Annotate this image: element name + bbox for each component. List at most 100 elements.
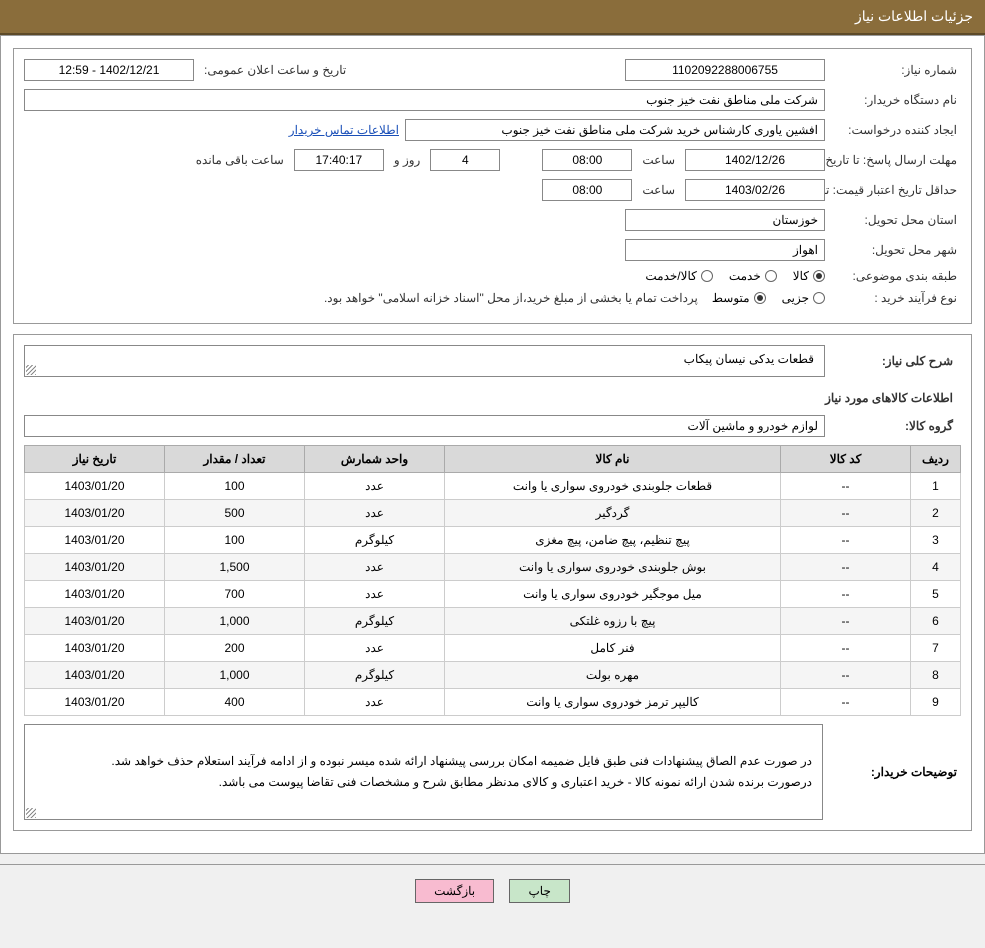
table-cell: قطعات جلوبندی خودروی سواری یا وانت [445,473,781,500]
table-cell: 3 [911,527,961,554]
contact-link[interactable]: اطلاعات تماس خریدار [289,123,399,137]
table-row: 4--بوش جلوبندی خودروی سواری یا وانتعدد1,… [25,554,961,581]
table-cell: -- [781,689,911,716]
table-cell: فنر کامل [445,635,781,662]
table-cell: کیلوگرم [305,608,445,635]
th-date: تاریخ نیاز [25,446,165,473]
table-row: 6--پیچ با رزوه غلتکیکیلوگرم1,0001403/01/… [25,608,961,635]
back-button[interactable]: بازگشت [415,879,494,903]
group-label: گروه کالا: [831,415,961,437]
table-cell: 1403/01/20 [25,473,165,500]
header-title: جزئیات اطلاعات نیاز [855,8,973,24]
need-desc-box: قطعات یدکی نیسان پیکاب [24,345,825,377]
category-radios: کالا خدمت کالا/خدمت [645,269,825,283]
announce-label: تاریخ و ساعت اعلان عمومی: [200,63,350,77]
days-word: روز و [390,153,425,167]
table-cell: -- [781,662,911,689]
table-cell: 200 [165,635,305,662]
table-cell: -- [781,581,911,608]
th-unit: واحد شمارش [305,446,445,473]
radio-goods[interactable] [813,270,825,282]
table-cell: پیچ با رزوه غلتکی [445,608,781,635]
cat-both-label: کالا/خدمت [645,269,696,283]
deadline-date: 1402/12/26 [685,149,825,171]
table-cell: میل موجگیر خودروی سواری یا وانت [445,581,781,608]
table-cell: 8 [911,662,961,689]
table-cell: کیلوگرم [305,527,445,554]
time-label-2: ساعت [638,183,679,197]
hours-remaining: 17:40:17 [294,149,384,171]
radio-service[interactable] [765,270,777,282]
table-row: 8--مهره بولتکیلوگرم1,0001403/01/20 [25,662,961,689]
days-remaining: 4 [430,149,500,171]
city-label: شهر محل تحویل: [831,243,961,257]
table-cell: 1403/01/20 [25,500,165,527]
table-cell: عدد [305,554,445,581]
process-note: پرداخت تمام یا بخشی از مبلغ خرید،از محل … [324,291,706,305]
radio-medium[interactable] [754,292,766,304]
table-cell: -- [781,473,911,500]
requester-label: ایجاد کننده درخواست: [831,123,961,137]
table-cell: 1,500 [165,554,305,581]
th-qty: تعداد / مقدار [165,446,305,473]
deadline-label: مهلت ارسال پاسخ: تا تاریخ: [831,153,961,167]
announce-value: 1402/12/21 - 12:59 [24,59,194,81]
process-label: نوع فرآیند خرید : [831,291,961,305]
requester-value: افشین یاوری کارشناس خرید شرکت ملی مناطق … [405,119,825,141]
validity-time: 08:00 [542,179,632,201]
table-cell: عدد [305,689,445,716]
table-cell: -- [781,635,911,662]
radio-partial[interactable] [813,292,825,304]
table-row: 9--کالیپر ترمز خودروی سواری یا وانتعدد40… [25,689,961,716]
resize-handle-icon[interactable] [26,365,36,375]
items-table: ردیف کد کالا نام کالا واحد شمارش تعداد /… [24,445,961,716]
buyer-org-value: شرکت ملی مناطق نفت خیز جنوب [24,89,825,111]
process-radios: جزیی متوسط [712,291,825,305]
table-cell: 1403/01/20 [25,662,165,689]
table-cell: بوش جلوبندی خودروی سواری یا وانت [445,554,781,581]
buyer-notes-box: در صورت عدم الصاق پیشنهادات فنی طبق فایل… [24,724,823,820]
print-button[interactable]: چاپ [509,879,569,903]
table-row: 2--گردگیرعدد5001403/01/20 [25,500,961,527]
table-header-row: ردیف کد کالا نام کالا واحد شمارش تعداد /… [25,446,961,473]
buyer-org-label: نام دستگاه خریدار: [831,93,961,107]
table-cell: 1403/01/20 [25,635,165,662]
th-index: ردیف [911,446,961,473]
validity-date: 1403/02/26 [685,179,825,201]
need-desc-text: قطعات یدکی نیسان پیکاب [684,352,814,366]
need-desc-label: شرح کلی نیاز: [831,350,961,372]
table-cell: 9 [911,689,961,716]
table-cell: 100 [165,527,305,554]
table-cell: 1 [911,473,961,500]
table-cell: -- [781,500,911,527]
table-row: 7--فنر کاملعدد2001403/01/20 [25,635,961,662]
proc-medium-label: متوسط [712,291,750,305]
table-cell: -- [781,608,911,635]
table-cell: کالیپر ترمز خودروی سواری یا وانت [445,689,781,716]
info-section: شماره نیاز: 1102092288006755 تاریخ و ساع… [13,48,972,324]
table-cell: 4 [911,554,961,581]
table-cell: مهره بولت [445,662,781,689]
table-cell: 100 [165,473,305,500]
table-cell: 1,000 [165,662,305,689]
th-code: کد کالا [781,446,911,473]
table-cell: 1403/01/20 [25,527,165,554]
th-name: نام کالا [445,446,781,473]
items-section-title: اطلاعات کالاهای مورد نیاز [24,387,961,409]
province-label: استان محل تحویل: [831,213,961,227]
buyer-notes-text: در صورت عدم الصاق پیشنهادات فنی طبق فایل… [111,754,812,788]
table-cell: گردگیر [445,500,781,527]
footer-buttons: چاپ بازگشت [0,864,985,909]
table-cell: عدد [305,635,445,662]
cat-goods-label: کالا [793,269,809,283]
table-cell: -- [781,554,911,581]
page-header: جزئیات اطلاعات نیاز [0,0,985,35]
province-value: خوزستان [625,209,825,231]
table-row: 3--پیچ تنظیم، پیچ ضامن، پیچ مغزیکیلوگرم1… [25,527,961,554]
resize-handle-icon[interactable] [26,808,36,818]
table-cell: عدد [305,581,445,608]
time-label-1: ساعت [638,153,679,167]
radio-both[interactable] [701,270,713,282]
need-no-value: 1102092288006755 [625,59,825,81]
table-cell: 500 [165,500,305,527]
